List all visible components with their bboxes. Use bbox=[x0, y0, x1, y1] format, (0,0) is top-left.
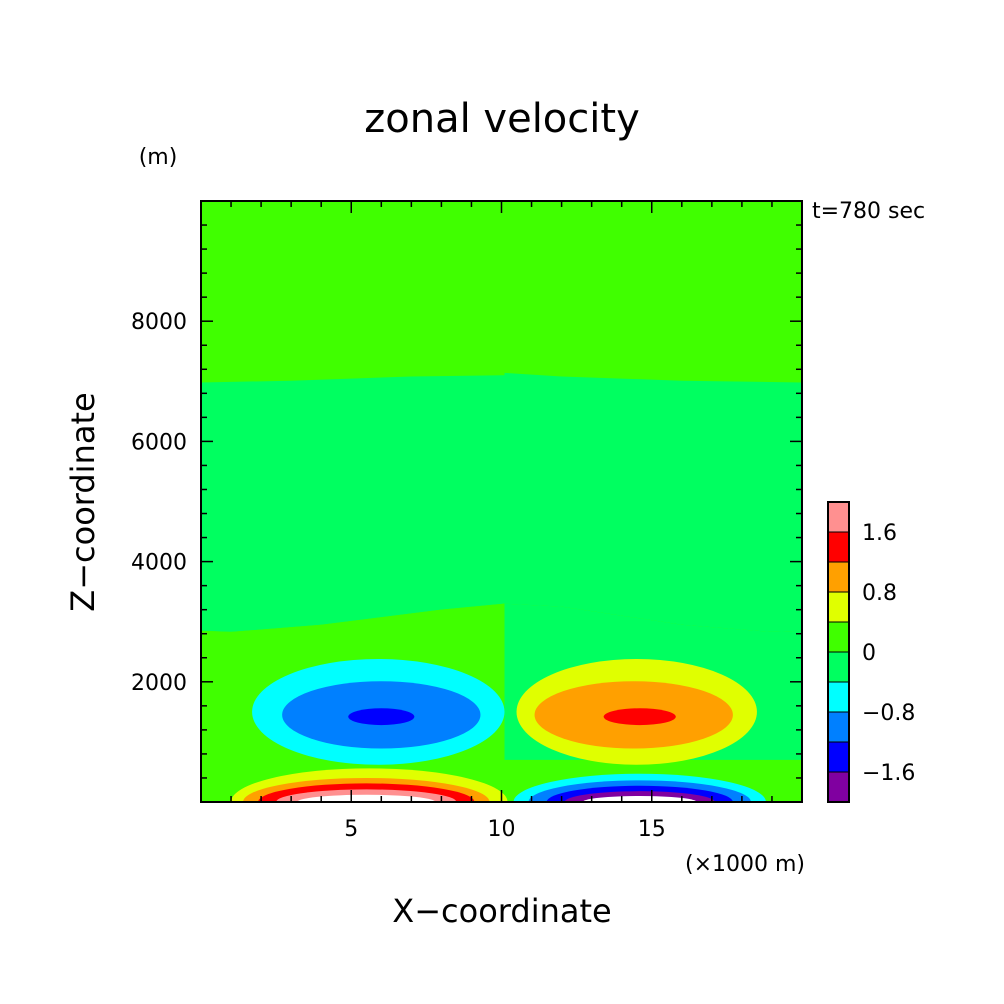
colorbar-swatch bbox=[827, 621, 850, 653]
y-tick-label: 4000 bbox=[131, 551, 187, 576]
colorbar-swatch bbox=[827, 741, 850, 773]
colorbar-swatch bbox=[827, 531, 850, 563]
chart-title: zonal velocity bbox=[364, 96, 640, 142]
contour-left-surface-core bbox=[297, 794, 436, 802]
colorbar-tick-label: 0 bbox=[862, 641, 876, 666]
x-tick-label: 15 bbox=[638, 817, 666, 842]
colorbar-swatch bbox=[827, 711, 850, 743]
contour-left-low-core bbox=[348, 708, 415, 726]
time-label: t=780 sec bbox=[812, 199, 925, 224]
colorbar-swatch bbox=[827, 501, 850, 533]
contour-band-middle-left bbox=[201, 375, 505, 632]
contour-right-surface-core bbox=[582, 795, 697, 802]
colorbar-tick-label: −1.6 bbox=[862, 761, 915, 786]
y-tick-label: 8000 bbox=[131, 310, 187, 335]
x-tick-label: 10 bbox=[488, 817, 516, 842]
x-unit-label: (×1000 m) bbox=[685, 852, 805, 877]
y-tick-label: 2000 bbox=[131, 671, 187, 696]
colorbar: −1.6 −0.8 0 0.8 1.6 bbox=[827, 501, 915, 803]
colorbar-frame bbox=[827, 501, 850, 803]
colorbar-swatch bbox=[827, 681, 850, 713]
colorbar-tick-label: 1.6 bbox=[862, 521, 897, 546]
x-tick-label: 5 bbox=[344, 817, 358, 842]
colorbar-tick-label: −0.8 bbox=[862, 701, 915, 726]
y-unit-label: (m) bbox=[139, 145, 178, 170]
x-axis-label: X−coordinate bbox=[392, 892, 611, 930]
colorbar-tick-label: 0.8 bbox=[862, 581, 897, 606]
contour-band-middle-right bbox=[504, 372, 802, 632]
contour-band-upper-left bbox=[201, 201, 505, 383]
contour-band-upper-right bbox=[504, 201, 802, 383]
y-tick-label: 6000 bbox=[131, 430, 187, 455]
y-axis-label: Z−coordinate bbox=[64, 392, 102, 611]
contour-plot-area bbox=[201, 201, 802, 802]
colorbar-swatch bbox=[827, 771, 850, 803]
colorbar-swatch bbox=[827, 561, 850, 593]
colorbar-swatch bbox=[827, 651, 850, 683]
colorbar-swatch bbox=[827, 591, 850, 623]
contour-right-high-core bbox=[603, 708, 676, 726]
